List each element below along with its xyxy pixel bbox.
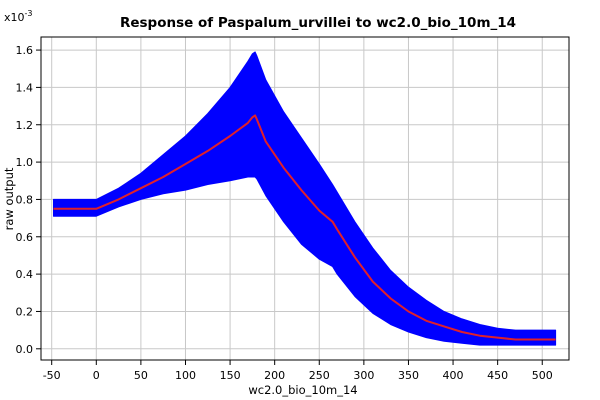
x-tick-label: 450 [487,369,508,382]
x-tick-label: 500 [532,369,553,382]
plot-frame [40,36,570,361]
y-tick-label: 0.2 [16,305,34,318]
x-tick-label: 0 [93,369,100,382]
chart-title: Response of Paspalum_urvillei to wc2.0_b… [120,15,516,31]
y-tick-label: 0.6 [16,231,34,244]
x-tick-label: 50 [134,369,148,382]
y-axis-ticks: 0.0 0.2 0.4 0.6 0.8 1.0 1.2 1.4 1.6 [16,44,41,356]
mean-response-line [53,114,556,341]
y-tick-label: 0.8 [16,193,34,206]
y-multiplier: x10-3 [4,9,33,24]
y-axis-label: raw output [2,167,16,230]
x-tick-label: 250 [309,369,330,382]
y-tick-label: 0.0 [16,343,34,356]
x-tick-label: -50 [43,369,61,382]
grid-lines [41,37,569,360]
x-tick-label: 300 [353,369,374,382]
plot-area [53,51,557,346]
x-tick-label: 350 [398,369,419,382]
y-tick-label: 1.0 [16,156,34,169]
x-tick-label: 200 [264,369,285,382]
x-tick-label: 150 [220,369,241,382]
x-axis-ticks: -50 0 50 100 150 200 250 300 350 400 450 500 [43,360,553,382]
axes [40,36,570,361]
y-tick-label: 0.4 [16,268,34,281]
y-tick-label: 1.2 [16,119,34,132]
x-axis-label: wc2.0_bio_10m_14 [248,383,357,397]
y-multiplier-exponent: -3 [25,9,33,18]
y-tick-label: 1.4 [16,81,34,94]
x-tick-label: 100 [175,369,196,382]
confidence-band [53,51,557,346]
x-tick-label: 400 [443,369,464,382]
y-tick-label: 1.6 [16,44,34,57]
y-multiplier-base: x10 [4,11,25,24]
